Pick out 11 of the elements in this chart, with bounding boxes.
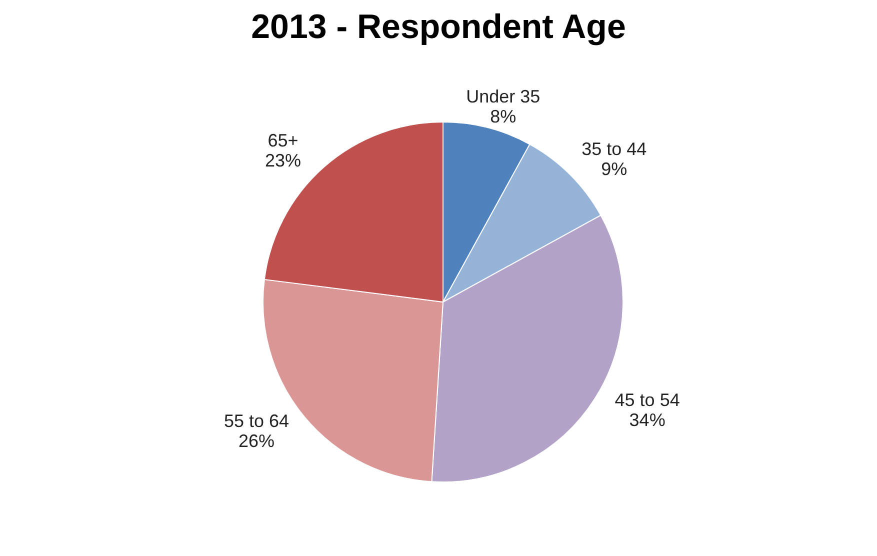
slice-label: Under 35	[466, 86, 540, 106]
slice-label: 45 to 54	[614, 390, 680, 410]
slice-label: 35 to 44	[582, 139, 647, 160]
data-label: 23%	[264, 150, 301, 170]
slice-label: 65+	[268, 130, 298, 150]
chart-title: 2013 - Respondent Age	[250, 8, 627, 47]
slice-label: 55 to 64	[224, 410, 290, 431]
data-label: 9%	[601, 159, 628, 180]
data-label: 34%	[629, 410, 666, 430]
data-label: 26%	[238, 430, 275, 451]
data-label: 8%	[490, 106, 516, 126]
